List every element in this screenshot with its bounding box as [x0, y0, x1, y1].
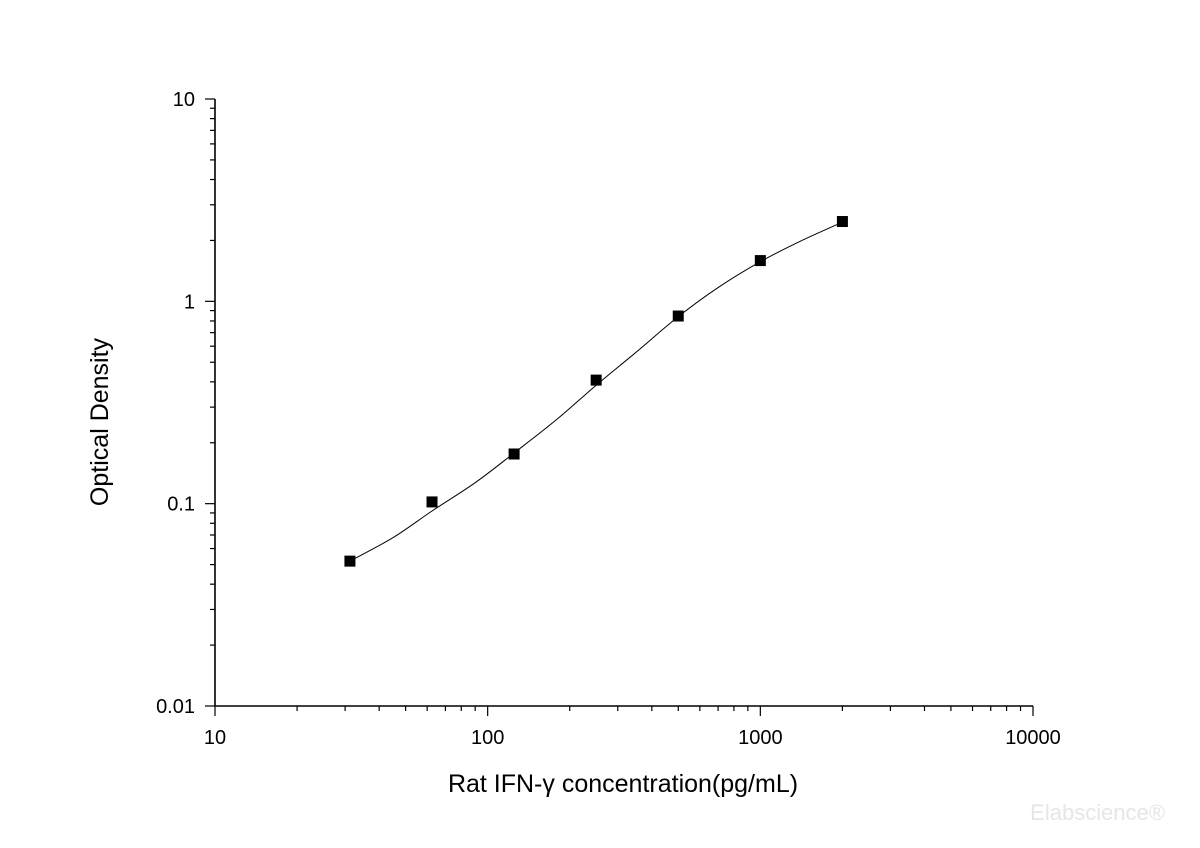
data-point-marker — [426, 496, 438, 508]
watermark-logo: Elabscience® — [1030, 800, 1165, 825]
x-axis-ticks: 10 100 1000 10000 — [204, 706, 1061, 749]
y-tick-label: 0.01 — [156, 696, 195, 718]
x-axis-title: Rat IFN-γ concentration(pg/mL) — [448, 770, 798, 798]
data-point-marker — [672, 310, 684, 322]
fit-curve — [349, 221, 843, 562]
data-point-marker — [344, 555, 356, 567]
y-axis-ticks: 0.01 0.1 1 10 — [156, 89, 215, 718]
y-tick-label: 0.1 — [167, 494, 195, 516]
x-tick-label: 10 — [204, 727, 226, 749]
y-tick-label: 1 — [184, 291, 195, 313]
x-tick-label: 100 — [471, 727, 504, 749]
data-point-marker — [836, 216, 848, 228]
data-point-marker — [508, 448, 520, 460]
axes — [214, 99, 1033, 707]
y-axis-title: Optical Density — [86, 337, 114, 506]
x-tick-label: 10000 — [1005, 727, 1061, 749]
data-point-marker — [754, 255, 766, 267]
data-points — [344, 216, 848, 567]
x-tick-label: 1000 — [738, 727, 783, 749]
y-tick-label: 10 — [173, 89, 195, 111]
data-point-marker — [590, 374, 602, 386]
